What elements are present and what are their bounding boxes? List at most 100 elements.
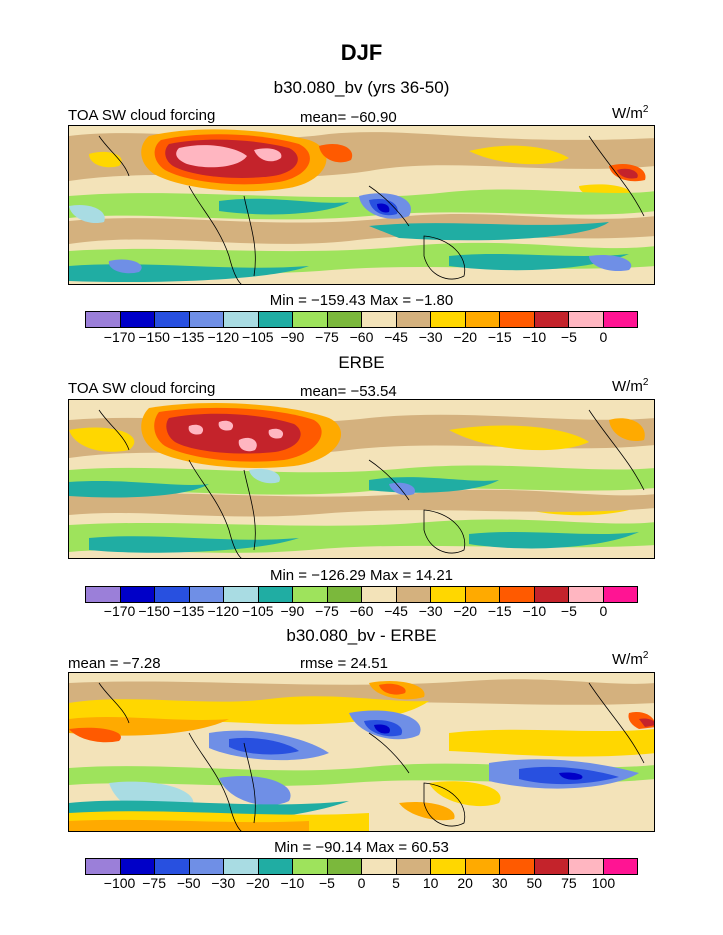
panel2-heading: ERBE — [338, 353, 385, 372]
colorbar-swatch — [603, 587, 637, 602]
colorbar-tick-label: 5 — [392, 875, 400, 891]
panel2-minmax: Min = −126.29 Max = 14.21 — [269, 567, 454, 584]
colorbar-tick-label: −75 — [315, 329, 339, 345]
colorbar-swatch — [431, 312, 466, 327]
colorbar-swatch — [86, 587, 121, 602]
panel1-field-label: TOA SW cloud forcing — [68, 107, 216, 124]
panel3-units: W/m2 — [612, 650, 649, 668]
colorbar-tick-label: −45 — [384, 329, 408, 345]
colorbar-swatch — [189, 859, 224, 874]
colorbar-swatch — [500, 587, 535, 602]
colorbar-swatch — [396, 859, 431, 874]
colorbar-tick-label: −100 — [103, 875, 136, 891]
colorbar-swatch — [569, 312, 604, 327]
panel3-mean-label: mean = −7.28 — [68, 655, 161, 672]
colorbar-tick-label: −5 — [318, 875, 335, 891]
panel3-contour-map — [69, 673, 654, 831]
colorbar-swatch — [465, 859, 500, 874]
panel2-colorbar — [85, 586, 638, 603]
colorbar-swatch — [120, 312, 155, 327]
panel3-colorbar — [85, 858, 638, 875]
colorbar-swatch — [500, 859, 535, 874]
colorbar-swatch — [155, 312, 190, 327]
panel2-field-label: TOA SW cloud forcing — [68, 380, 216, 397]
colorbar-swatch — [362, 587, 397, 602]
colorbar-tick-label: −75 — [315, 603, 339, 619]
panel2-mean-label: mean= −53.54 — [300, 383, 397, 400]
colorbar-swatch — [120, 859, 155, 874]
panel1-mean-label: mean= −60.90 — [300, 109, 397, 126]
colorbar-swatch — [534, 587, 569, 602]
panel1-map — [68, 125, 655, 285]
colorbar-swatch — [431, 587, 466, 602]
colorbar-tick-label: −50 — [176, 875, 201, 891]
colorbar-tick-label: −90 — [280, 329, 305, 345]
colorbar-tick-label: −20 — [453, 329, 478, 345]
colorbar-tick-label: −5 — [560, 329, 577, 345]
colorbar-tick-label: 0 — [599, 329, 608, 345]
colorbar-swatch — [258, 587, 293, 602]
colorbar-tick-label: −120 — [207, 603, 240, 619]
panel3-heading: b30.080_bv - ERBE — [286, 626, 437, 645]
panel3-rmse-label: rmse = 24.51 — [300, 655, 388, 672]
panel2-map — [68, 399, 655, 559]
colorbar-tick-label: −10 — [522, 329, 547, 345]
colorbar-swatch — [327, 587, 362, 602]
panel1-units: W/m2 — [612, 104, 649, 122]
colorbar-swatch — [120, 587, 155, 602]
colorbar-tick-label: −30 — [418, 603, 443, 619]
panel2-units: W/m2 — [612, 377, 649, 395]
colorbar-swatch — [465, 312, 500, 327]
colorbar-swatch — [189, 312, 224, 327]
colorbar-swatch — [224, 587, 259, 602]
colorbar-swatch — [155, 859, 190, 874]
panel2-colorbar-ticks: −170 −150 −135 −120 −105 −90 −75 −60 −45 −30 −20 −1… — [85, 603, 638, 621]
colorbar-swatch — [603, 859, 637, 874]
panel1-colorbar-ticks: −170 −150 −135 −120 −105 −90 −75 −60 −45 −30 −20 −1… — [85, 329, 638, 347]
colorbar-swatch — [362, 859, 397, 874]
colorbar-swatch — [569, 859, 604, 874]
colorbar-swatch — [534, 312, 569, 327]
colorbar-swatch — [86, 312, 121, 327]
colorbar-tick-label: −105 — [242, 329, 274, 345]
colorbar-tick-label: 30 — [491, 875, 508, 891]
colorbar-tick-label: −105 — [242, 603, 274, 619]
panel3-map — [68, 672, 655, 832]
colorbar-tick-label: −20 — [453, 603, 478, 619]
colorbar-tick-label: −90 — [280, 603, 305, 619]
colorbar-tick-label: 0 — [599, 603, 608, 619]
colorbar-swatch — [224, 859, 259, 874]
colorbar-swatch — [396, 587, 431, 602]
colorbar-swatch — [534, 859, 569, 874]
colorbar-tick-label: −20 — [245, 875, 270, 891]
panel1-colorbar — [85, 311, 638, 328]
colorbar-swatch — [258, 312, 293, 327]
colorbar-swatch — [258, 859, 293, 874]
colorbar-swatch — [224, 312, 259, 327]
colorbar-swatch — [500, 312, 535, 327]
panel1-contour-map — [69, 126, 654, 284]
colorbar-swatch — [86, 859, 121, 874]
colorbar-swatch — [362, 312, 397, 327]
colorbar-tick-label: −170 — [103, 329, 136, 345]
colorbar-tick-label: −5 — [560, 603, 577, 619]
colorbar-tick-label: −150 — [138, 603, 170, 619]
colorbar-swatch — [327, 859, 362, 874]
colorbar-swatch — [569, 587, 604, 602]
colorbar-tick-label: 75 — [561, 875, 577, 891]
colorbar-swatch — [155, 587, 190, 602]
colorbar-tick-label: −60 — [349, 603, 374, 619]
colorbar-swatch — [293, 312, 328, 327]
colorbar-tick-label: −135 — [172, 603, 205, 619]
panel2-contour-map — [69, 400, 654, 558]
colorbar-tick-label: −120 — [207, 329, 240, 345]
colorbar-swatch — [327, 312, 362, 327]
colorbar-tick-label: −45 — [384, 603, 408, 619]
colorbar-tick-label: −30 — [211, 875, 236, 891]
panel3-colorbar-ticks: −100 −75 −50 −30 −20 −10 −5 0 5 10 20 30 50 75 100 — [85, 875, 638, 893]
colorbar-swatch — [293, 587, 328, 602]
panel1-heading: b30.080_bv (yrs 36-50) — [273, 78, 450, 97]
colorbar-tick-label: 50 — [526, 875, 543, 891]
panel3-minmax: Min = −90.14 Max = 60.53 — [274, 839, 449, 856]
colorbar-tick-label: −10 — [522, 603, 547, 619]
